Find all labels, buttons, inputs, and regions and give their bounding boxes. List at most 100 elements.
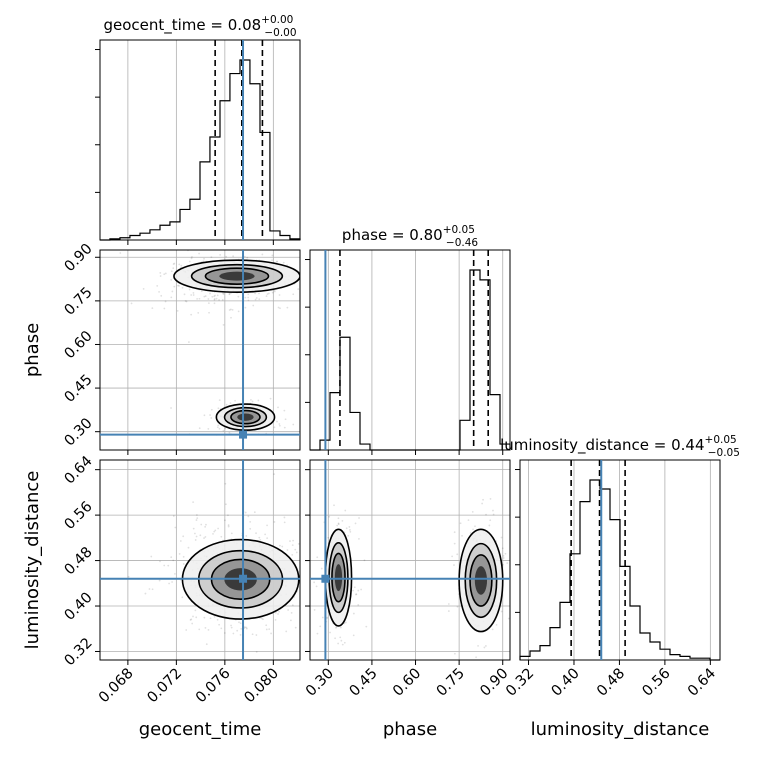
sample-point [313, 609, 316, 611]
sample-point [339, 636, 342, 639]
sample-point [277, 613, 279, 615]
sample-point [278, 544, 281, 547]
sample-point [194, 539, 197, 541]
sample-point [321, 616, 324, 619]
sample-point [211, 295, 214, 298]
sample-point [204, 627, 207, 629]
panel-title: phase = 0.80+0.05 −0.46 [342, 224, 478, 249]
sample-point [344, 621, 347, 624]
sample-point [216, 426, 219, 429]
sample-point [172, 267, 175, 270]
sample-point [319, 625, 322, 628]
sample-point [181, 596, 184, 599]
sample-point [229, 308, 232, 311]
sample-point [363, 559, 366, 562]
sample-point [287, 609, 290, 611]
sample-point [218, 299, 220, 301]
sample-point [295, 551, 298, 554]
sample-point [190, 618, 193, 621]
sample-point [198, 297, 201, 300]
sample-point [335, 625, 338, 628]
sample-point [170, 407, 172, 409]
sample-point [203, 537, 205, 539]
sample-point [172, 559, 175, 562]
sample-point [244, 306, 247, 309]
sample-point [200, 290, 203, 293]
sample-point [119, 252, 122, 254]
sample-point [266, 293, 269, 295]
sample-point [160, 294, 163, 297]
sample-point [210, 256, 213, 259]
sample-point [504, 552, 507, 555]
sample-point [357, 603, 360, 606]
sample-point [194, 609, 197, 612]
sample-point [180, 264, 183, 267]
sample-point [502, 554, 505, 557]
sample-point [340, 639, 343, 642]
sample-point [290, 611, 293, 614]
sample-point [231, 308, 234, 311]
pair-panel-geocent_time-luminosity_distance: 0.32 0.40 0.48 0.56 0.64 0.068 0.072 0.076 0.080 [62, 453, 301, 706]
sample-point [352, 589, 354, 592]
panel-title: luminosity_distance = 0.44+0.05 −0.05 [500, 434, 740, 459]
sample-point [200, 523, 203, 526]
sample-point [171, 290, 174, 293]
sample-point [178, 553, 181, 555]
sample-point [203, 616, 206, 619]
sample-point [178, 263, 181, 266]
sample-point [187, 250, 189, 252]
sample-point [229, 402, 232, 405]
sample-point [239, 622, 242, 625]
sample-point [251, 633, 254, 636]
sample-point [245, 627, 248, 630]
sample-point [355, 593, 358, 596]
sample-point [481, 502, 484, 505]
sample-point [278, 423, 281, 425]
sample-point [182, 535, 185, 538]
sample-point [204, 295, 207, 297]
sample-point [192, 292, 195, 294]
sample-point [217, 424, 220, 427]
sample-point [329, 631, 331, 634]
sample-point [151, 588, 154, 591]
lower-mode-contour [215, 403, 276, 432]
sample-point [209, 617, 212, 620]
sample-point [485, 513, 487, 516]
sample-point [203, 295, 206, 298]
y-axis-label-luminosity_distance: luminosity_distance [22, 471, 43, 650]
sample-point [289, 619, 292, 622]
tick-label-x: 0.32 [503, 666, 537, 700]
pair-panel-geocent_time-phase: 0.30 0.45 0.60 0.75 0.90 [62, 241, 301, 455]
sample-point [506, 562, 509, 564]
sample-point [453, 542, 456, 545]
sample-point [341, 643, 344, 646]
sample-point [260, 617, 263, 620]
tick-label-y: 0.75 [62, 285, 96, 319]
sample-point [230, 316, 232, 319]
tick-label-y: 0.30 [62, 415, 96, 449]
sample-point [174, 526, 177, 529]
sample-point [247, 299, 250, 302]
tick-label-x: 0.56 [640, 666, 674, 700]
sample-point [254, 292, 256, 295]
sample-point [196, 297, 199, 300]
upper-mode-contour [173, 259, 300, 293]
sample-point [209, 414, 211, 416]
sample-point [278, 294, 281, 296]
sample-point [269, 397, 272, 400]
sample-point [195, 616, 198, 619]
sample-point [159, 560, 161, 563]
sample-point [171, 581, 174, 583]
sample-point [365, 625, 368, 628]
sample-point [222, 293, 225, 296]
sample-point [216, 294, 219, 297]
sample-point [271, 259, 273, 262]
sample-point [172, 263, 175, 266]
tick-label-x: 0.30 [303, 666, 337, 700]
sample-point [249, 520, 252, 523]
sample-point [343, 641, 346, 644]
sample-point [190, 294, 193, 296]
diag-panel-geocent_time: geocent_time = 0.08+0.00 −0.00 [95, 14, 301, 245]
sample-point [198, 628, 201, 631]
sample-point [265, 628, 268, 631]
